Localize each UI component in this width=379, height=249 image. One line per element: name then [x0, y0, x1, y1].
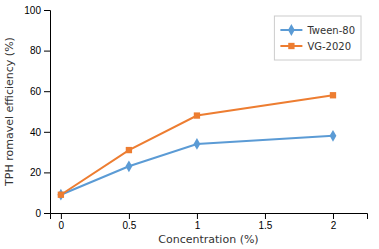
series	[58, 92, 336, 198]
tick-label: 2	[331, 220, 337, 231]
point	[126, 160, 133, 172]
tick-label: 80	[30, 45, 42, 56]
point	[58, 192, 64, 198]
legend-label: VG-2020	[307, 41, 351, 52]
tick: 60	[30, 86, 50, 97]
tick-label: 100	[24, 5, 41, 16]
legend-marker	[288, 24, 295, 36]
tick-label: 40	[30, 127, 42, 138]
tick-mark	[44, 172, 50, 173]
plot: 00.511.52020406080100Tween-80VG-2020	[24, 5, 367, 231]
series	[57, 130, 336, 201]
line	[61, 136, 333, 195]
point	[330, 130, 337, 142]
point	[126, 147, 132, 153]
tick: 0	[59, 213, 65, 231]
tick-mark	[61, 213, 62, 219]
legend-marker	[288, 43, 294, 49]
tick-mark	[44, 10, 50, 11]
tick-mark	[44, 91, 50, 92]
legend-item: Tween-80	[280, 24, 355, 36]
marks	[57, 92, 336, 201]
x-axis: 0 0.5 1 1.5 2	[51, 213, 368, 231]
tick-mark	[44, 213, 50, 214]
tick-label: 0	[59, 220, 65, 231]
point	[194, 112, 200, 118]
x-axis-title: Concentration (%)	[158, 233, 258, 246]
tick-mark	[129, 213, 130, 219]
axis-line	[44, 11, 51, 214]
tick: 100	[24, 5, 50, 16]
axis-line	[51, 214, 368, 220]
point	[57, 189, 64, 201]
chart: 00.511.52020406080100Tween-80VG-2020Conc…	[0, 0, 379, 249]
tick: 1	[195, 213, 201, 231]
tick: 40	[30, 127, 50, 138]
tick-label: 20	[30, 167, 42, 178]
tick-label: 0	[35, 208, 41, 219]
y-axis-title: TPH romavel efficiency (%)	[3, 37, 16, 187]
tick-mark	[44, 132, 50, 133]
tick-label: 1	[195, 220, 201, 231]
point	[330, 92, 336, 98]
legend-box	[274, 16, 361, 60]
tick: 80	[30, 45, 50, 56]
tick: 20	[30, 167, 50, 178]
legend-item: VG-2020	[280, 41, 351, 52]
tick-mark	[333, 213, 334, 219]
tick-mark	[44, 51, 50, 52]
tick: 0	[35, 208, 50, 219]
tick-mark	[265, 213, 266, 219]
tick-label: 60	[30, 86, 42, 97]
legend: Tween-80 VG-2020	[274, 16, 361, 60]
legend-label: Tween-80	[306, 25, 355, 36]
tick-label: 1.5	[259, 220, 273, 231]
tick-mark	[197, 213, 198, 219]
tick: 0.5	[122, 213, 136, 231]
tick: 2	[331, 213, 337, 231]
point	[194, 138, 201, 150]
tick-label: 0.5	[122, 220, 136, 231]
line	[61, 95, 333, 194]
tick: 1.5	[259, 213, 273, 231]
y-axis: 0 20 40 60 80 100	[24, 5, 50, 219]
